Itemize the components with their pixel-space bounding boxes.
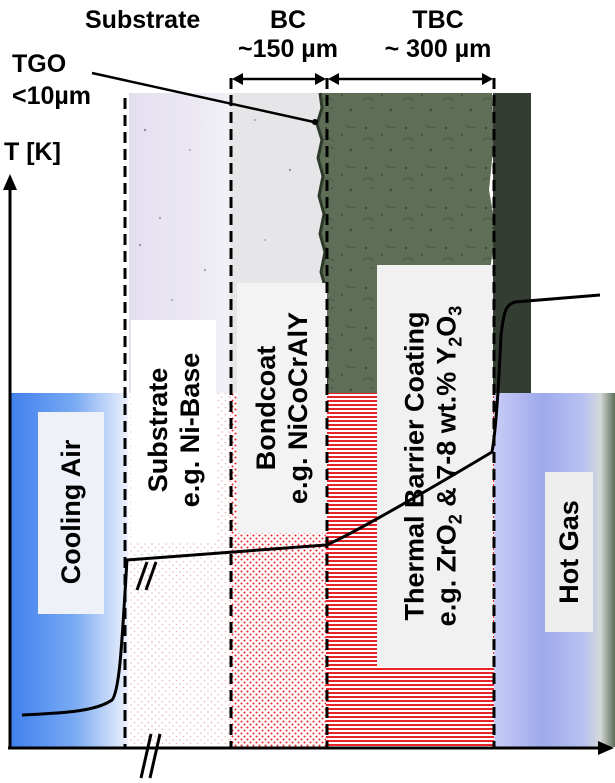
tbc-formula-mid: & 7-8 wt.% Y xyxy=(431,346,462,515)
cooling-air-label-bg xyxy=(38,412,104,614)
bc-thickness-arrow xyxy=(232,73,326,85)
axis-break-mark xyxy=(139,733,162,779)
tbc-formula-sub-3: 3 xyxy=(445,305,466,316)
tbc-label-line2: e.g. ZrO2 & 7-8 wt.% Y2O3 xyxy=(430,306,471,627)
tgo-thickness: <10µm xyxy=(12,82,92,110)
tbc-thickness-arrow xyxy=(328,73,493,85)
tgo-pointer-tip xyxy=(312,119,318,125)
substrate-header: Substrate xyxy=(85,6,201,34)
tgo-name: TGO xyxy=(12,50,67,78)
bc-name: BC xyxy=(269,6,307,34)
y-axis-label: T [K] xyxy=(4,138,61,166)
hot-gas-label-bg xyxy=(545,472,593,632)
tbc-formula-sub-2: 2 xyxy=(445,336,466,347)
substrate-specks xyxy=(138,128,206,301)
cooling-air-label: Cooling Air xyxy=(55,440,87,584)
substrate-label-bg xyxy=(131,320,216,542)
tbc-label-bg xyxy=(377,265,493,667)
tbc-formula-o: O xyxy=(431,315,462,337)
tgo-header: TGO <10µm xyxy=(12,50,91,111)
bondcoat-label-line2: e.g. NiCoCrAlY xyxy=(283,311,313,505)
tbc-formula-sub-1: 2 xyxy=(445,514,466,525)
bondcoat-label-line1: Bondcoat xyxy=(251,345,281,471)
tbc-formula-zro: e.g. ZrO xyxy=(431,524,462,627)
tbc-right-dark-edge xyxy=(493,93,531,393)
tbc-label: Thermal Barrier Coating e.g. ZrO2 & 7-8 … xyxy=(398,306,471,627)
bc-header: BC ~150 µm xyxy=(228,6,348,64)
x-axis xyxy=(8,741,614,755)
bc-thickness: ~150 µm xyxy=(238,35,338,63)
tbc-label-line1: Thermal Barrier Coating xyxy=(399,311,430,621)
substrate-label: Substrate e.g. Ni-Base xyxy=(142,353,206,508)
curve-break-mark xyxy=(135,561,158,591)
bondcoat-label: Bondcoat e.g. NiCoCrAlY xyxy=(250,312,314,504)
temperature-curve xyxy=(21,293,601,717)
bondcoat-label-bg xyxy=(237,283,327,533)
substrate-label-line2: e.g. Ni-Base xyxy=(175,352,205,508)
hot-gas-label: Hot Gas xyxy=(553,500,585,604)
substrate-label-line1: Substrate xyxy=(143,367,173,493)
tgo-pointer-line xyxy=(91,71,315,124)
tbc-name: TBC xyxy=(412,6,464,34)
tbc-thickness: ~ 300 µm xyxy=(384,35,492,63)
hot-gas-text: Hot Gas xyxy=(554,500,584,604)
tbc-header: TBC ~ 300 µm xyxy=(338,6,538,64)
y-axis xyxy=(3,174,17,748)
cooling-air-text: Cooling Air xyxy=(56,439,86,585)
